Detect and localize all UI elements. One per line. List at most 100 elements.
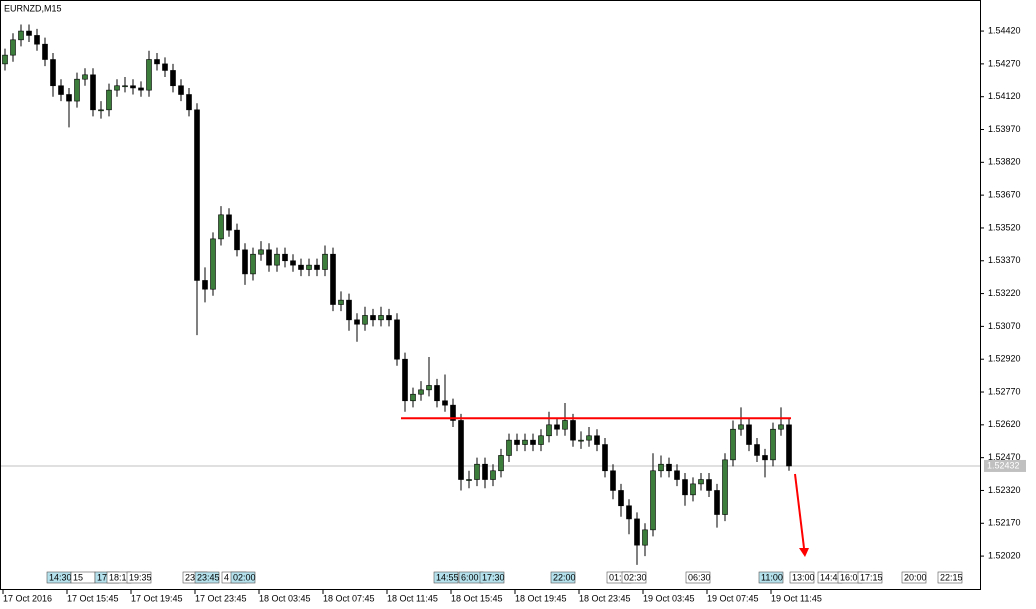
event-marker (433, 571, 459, 584)
candle-body (786, 424, 792, 467)
candle-body (178, 85, 184, 95)
candle-body (10, 39, 16, 56)
y-tick-label: 1.53370 (988, 255, 1021, 265)
candle-body (474, 463, 480, 480)
candle-body (354, 319, 360, 325)
y-tick-label: 1.52470 (988, 452, 1021, 462)
event-marker (789, 571, 815, 584)
candle-body (482, 463, 488, 480)
candle-body (370, 315, 376, 321)
y-tick-label: 1.54420 (988, 25, 1021, 35)
candle-body (426, 385, 432, 391)
candle-body (330, 253, 336, 305)
candle-body (514, 439, 520, 445)
candle-body (82, 74, 88, 80)
candle-body (314, 264, 320, 270)
event-label: 17:15 (860, 572, 883, 582)
candle-body (570, 420, 576, 441)
x-tick-label: 17 Oct 15:45 (67, 593, 119, 603)
candle-body (386, 315, 392, 321)
candle-body (106, 89, 112, 111)
candle-body (602, 444, 608, 472)
event-label: 17:30 (482, 572, 505, 582)
y-tick-label: 1.53070 (988, 321, 1021, 331)
event-label: 23 (185, 572, 195, 582)
candle-body (730, 428, 736, 461)
candle-body (282, 253, 288, 262)
candle-body (170, 70, 176, 87)
candle-body (538, 435, 544, 445)
candle-body (258, 249, 264, 255)
event-label: 22:15 (940, 572, 963, 582)
event-label: 18:1 (109, 572, 127, 582)
candle-body (410, 393, 416, 402)
x-tick-label: 19 Oct 07:45 (707, 593, 759, 603)
candle-body (290, 260, 296, 266)
candle-body (490, 470, 496, 480)
candle-body (498, 455, 504, 472)
candle-body (578, 439, 584, 442)
candle-body (34, 35, 40, 45)
y-tick-label: 1.52020 (988, 550, 1021, 560)
candle-body (634, 518, 640, 546)
candle-body (266, 249, 272, 266)
candle-body (650, 470, 656, 531)
candle-body (242, 249, 248, 275)
candle-body (394, 319, 400, 360)
candle-body (722, 459, 728, 515)
candle-body (18, 30, 24, 41)
x-tick-label: 17 Oct 19:45 (131, 593, 183, 603)
candle-body (298, 264, 304, 270)
x-tick-label: 19 Oct 11:45 (771, 593, 822, 603)
event-label: 16:0 (840, 572, 858, 582)
candle-body (194, 109, 200, 281)
candle-body (674, 470, 680, 480)
candle-body (338, 299, 344, 305)
candle-body (58, 85, 64, 95)
candle-body (2, 54, 8, 65)
candle-body (378, 315, 384, 321)
candle-body (98, 109, 104, 112)
candle-body (26, 30, 32, 36)
y-tick-label: 1.52770 (988, 386, 1021, 396)
candle-body (594, 435, 600, 445)
y-tick-label: 1.52620 (988, 419, 1021, 429)
event-marker (230, 571, 256, 584)
event-marker (621, 571, 647, 584)
event-label: 01: (609, 572, 622, 582)
candle-body (226, 214, 232, 231)
x-tick-label: 17 Oct 23:45 (195, 593, 247, 603)
candle-body (434, 385, 440, 402)
candle-body (154, 59, 160, 65)
candle-body (306, 264, 312, 270)
event-marker (479, 571, 505, 584)
event-marker (857, 571, 883, 584)
candle-body (346, 299, 352, 321)
candle-body (234, 229, 240, 251)
candle-body (442, 400, 448, 406)
candle-body (618, 490, 624, 507)
candle-body (114, 85, 120, 91)
candle-body (186, 94, 192, 111)
y-tick-label: 1.54120 (988, 91, 1021, 101)
candle-body (690, 483, 696, 496)
event-marker (758, 571, 784, 584)
last-price-box (984, 459, 1026, 472)
event-label: 11:00 (761, 572, 783, 582)
y-tick-label: 1.52170 (988, 518, 1021, 528)
candle-body (746, 424, 752, 445)
event-label: 06:30 (688, 572, 711, 582)
chart-title: EURNZD,M15 (4, 3, 62, 13)
x-tick-label: 18 Oct 11:45 (387, 593, 438, 603)
y-tick-label: 1.53820 (988, 157, 1021, 167)
candle-body (506, 439, 512, 456)
candle-body (562, 420, 568, 430)
x-tick-label: 18 Oct 15:45 (451, 593, 503, 603)
event-marker (685, 571, 711, 584)
event-label: 02:00 (233, 572, 256, 582)
candle-body (778, 424, 784, 430)
candle-body (706, 479, 712, 491)
x-tick-label: 18 Oct 03:45 (259, 593, 311, 603)
candle-body (74, 78, 80, 102)
candle-body (610, 470, 616, 491)
